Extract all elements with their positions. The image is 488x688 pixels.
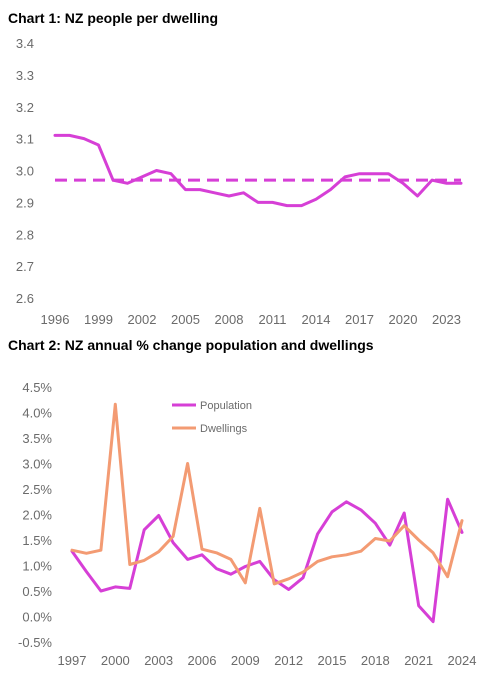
chart1-y-tick-label: 3.3 bbox=[16, 68, 34, 83]
chart2-y-tick-label: 2.0% bbox=[22, 508, 52, 523]
chart1-x-tick-label: 2011 bbox=[259, 312, 287, 327]
chart1-x-tick-label: 1999 bbox=[84, 312, 113, 327]
chart1-x-tick-label: 2020 bbox=[389, 312, 418, 327]
chart1-y-tick-label: 3.4 bbox=[16, 36, 34, 51]
chart1-x-tick-label: 1996 bbox=[41, 312, 70, 327]
chart1-y-tick-label: 2.6 bbox=[16, 291, 34, 306]
chart1-y-tick-label: 2.9 bbox=[16, 195, 34, 210]
chart2-population-line bbox=[70, 497, 464, 624]
chart2-x-tick-label: 2003 bbox=[144, 653, 173, 668]
chart1-x-tick-label: 2017 bbox=[345, 312, 374, 327]
chart2-x-tick-label: 2021 bbox=[404, 653, 433, 668]
chart2-x-tick-label: 2009 bbox=[231, 653, 260, 668]
chart1-y-tick-label: 2.7 bbox=[16, 259, 34, 274]
chart1-y-tick-label: 2.8 bbox=[16, 227, 34, 242]
chart1-plot: 2.6 2.7 2.8 2.9 3.0 3.1 3.2 3.3 3.4 1996 1999 2002… bbox=[16, 36, 463, 327]
chart2-x-tick-label: 2000 bbox=[101, 653, 130, 668]
chart2-y-tick-label: 4.0% bbox=[22, 406, 52, 421]
chart2-y-tick-label: 3.5% bbox=[22, 431, 52, 446]
chart2-title: Chart 2: NZ annual % change population a… bbox=[8, 337, 374, 353]
chart2-y-tick-label: 3.0% bbox=[22, 457, 52, 472]
chart2-y-tick-label: 4.5% bbox=[22, 380, 52, 395]
chart1-x-tick-label: 2014 bbox=[302, 312, 331, 327]
chart2-y-tick-label: 1.0% bbox=[22, 559, 52, 574]
chart2-x-tick-label: 1997 bbox=[58, 653, 87, 668]
chart1-people-per-dwelling-line bbox=[53, 133, 463, 208]
legend-label-population: Population bbox=[200, 400, 252, 412]
chart2-y-tick-label: 2.5% bbox=[22, 482, 52, 497]
chart1-title: Chart 1: NZ people per dwelling bbox=[8, 10, 219, 26]
chart2-y-tick-label: -0.5% bbox=[18, 635, 52, 650]
chart2-x-tick-label: 2018 bbox=[361, 653, 390, 668]
chart2-plot: -0.5% 0.0% 0.5% 1.0% 1.5% 2.0% 2.5% 3.0% 3.5% 4.0… bbox=[18, 380, 477, 668]
chart1-x-tick-label: 2008 bbox=[215, 312, 244, 327]
chart2-y-tick-label: 0.5% bbox=[22, 584, 52, 599]
chart1-y-tick-label: 3.0 bbox=[16, 164, 34, 179]
legend-label-dwellings: Dwellings bbox=[200, 423, 248, 435]
chart2-x-tick-label: 2015 bbox=[318, 653, 347, 668]
chart2-dwellings-line bbox=[70, 402, 464, 586]
chart1-y-tick-label: 3.2 bbox=[16, 100, 34, 115]
chart2-x-tick-label: 2006 bbox=[188, 653, 217, 668]
chart1-x-tick-label: 2005 bbox=[171, 312, 200, 327]
chart2-x-tick-label: 2012 bbox=[274, 653, 303, 668]
chart2-y-tick-label: 1.5% bbox=[22, 533, 52, 548]
chart2-x-tick-label: 2024 bbox=[448, 653, 477, 668]
chart1-x-tick-label: 2023 bbox=[432, 312, 461, 327]
chart2-y-tick-label: 0.0% bbox=[22, 610, 52, 625]
chart1-x-tick-label: 2002 bbox=[128, 312, 157, 327]
chart1-y-tick-label: 3.1 bbox=[16, 132, 34, 147]
